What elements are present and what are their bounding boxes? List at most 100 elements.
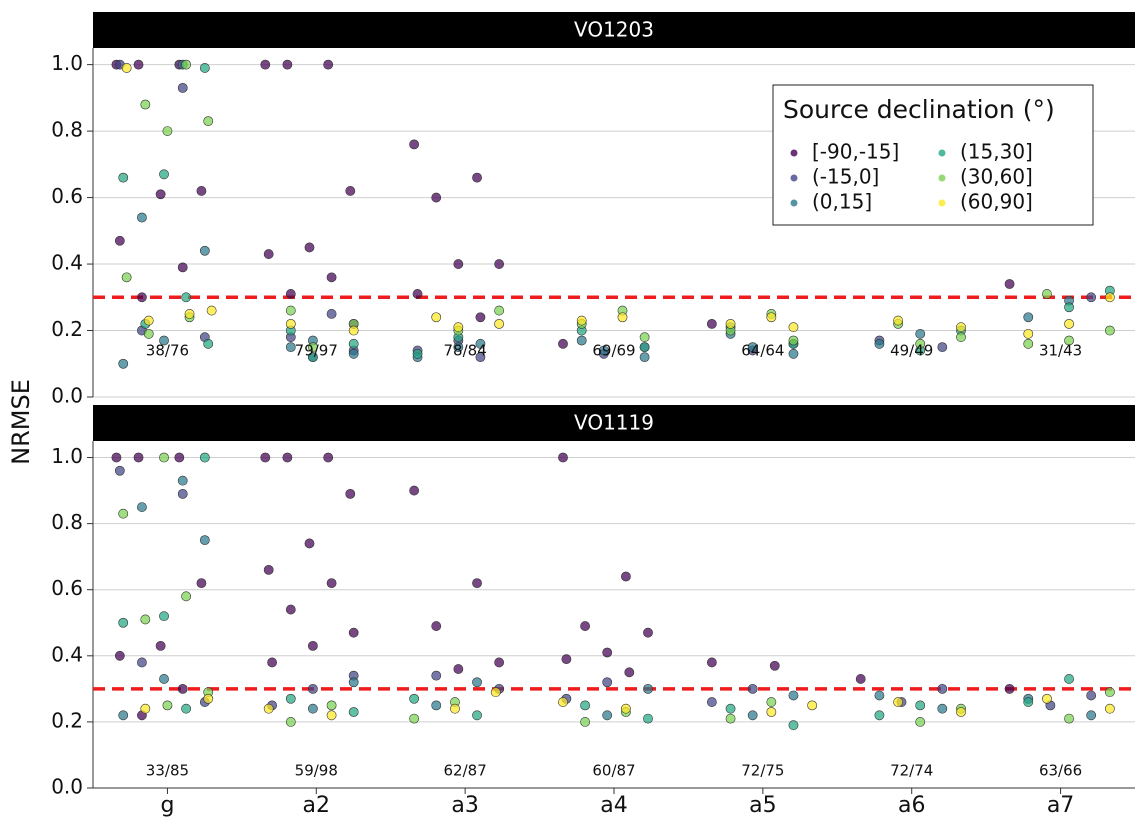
point: [431, 621, 442, 631]
point: [788, 335, 799, 346]
point: [725, 318, 736, 329]
point: [915, 717, 926, 727]
point: [706, 318, 717, 329]
point: [1086, 292, 1097, 303]
point: [747, 342, 758, 353]
point: [159, 335, 169, 346]
point: [576, 315, 587, 326]
point: [133, 59, 144, 70]
point: [285, 693, 296, 704]
point: [956, 332, 966, 343]
count-label: 72/74: [890, 762, 933, 780]
point: [159, 611, 169, 622]
point: [1104, 292, 1115, 303]
point: [639, 342, 650, 353]
x-tick-label: a6: [898, 793, 925, 818]
legend-swatch: [938, 174, 946, 182]
point: [409, 693, 420, 704]
point: [162, 700, 173, 711]
point: [788, 348, 799, 359]
point: [788, 690, 799, 701]
point: [348, 338, 359, 349]
count-label: 60/87: [592, 762, 635, 780]
point: [1004, 279, 1015, 289]
point: [937, 342, 948, 353]
point: [137, 292, 147, 303]
point: [181, 703, 192, 714]
point: [558, 338, 568, 349]
strip: [93, 12, 1135, 48]
point: [263, 564, 274, 575]
count-label: 38/76: [146, 342, 189, 360]
point: [643, 713, 653, 724]
point: [1064, 302, 1074, 313]
point: [199, 535, 210, 546]
point: [1042, 289, 1052, 299]
count-label: 31/43: [1039, 342, 1082, 360]
point: [706, 697, 717, 707]
y-tick-label: 0.0: [51, 775, 83, 799]
point: [874, 690, 885, 701]
point: [118, 172, 129, 183]
point: [639, 332, 650, 343]
point: [1064, 318, 1074, 329]
point: [494, 318, 505, 329]
point: [137, 502, 147, 512]
facet-title: VO1203: [574, 18, 654, 42]
point: [326, 578, 337, 589]
legend-label: (-15,0]: [812, 165, 879, 189]
point: [206, 305, 217, 316]
legend-swatch: [790, 174, 798, 182]
point: [580, 700, 590, 711]
point: [263, 703, 274, 714]
point: [184, 309, 195, 319]
point: [1064, 674, 1074, 684]
y-tick-label: 0.0: [51, 384, 83, 408]
count-label: 62/87: [444, 762, 487, 780]
point: [285, 342, 296, 353]
legend-label: (60,90]: [960, 190, 1033, 214]
point: [580, 717, 590, 727]
point: [766, 312, 777, 323]
point: [199, 452, 210, 463]
point: [140, 99, 151, 110]
point: [747, 683, 758, 694]
point: [431, 192, 442, 203]
point: [285, 604, 296, 615]
point: [326, 272, 337, 283]
y-tick-label: 0.4: [51, 642, 83, 666]
y-tick-label: 0.4: [51, 251, 83, 275]
point: [472, 677, 482, 688]
y-tick-label: 0.8: [51, 510, 83, 534]
point: [1064, 335, 1074, 346]
count-label: 64/64: [741, 342, 784, 360]
point: [118, 710, 129, 721]
point: [140, 703, 151, 714]
point: [1086, 690, 1097, 701]
point: [118, 617, 129, 628]
legend-box: [772, 84, 1094, 226]
point: [199, 63, 210, 73]
point: [263, 249, 274, 259]
point: [326, 309, 337, 319]
point: [855, 674, 866, 684]
count-label: 78/84: [444, 342, 487, 360]
point: [348, 707, 359, 717]
point: [490, 687, 501, 698]
facet-title: VO1119: [574, 411, 654, 435]
point: [598, 345, 609, 356]
point: [1064, 713, 1074, 724]
point: [181, 292, 192, 303]
y-axis-label: NRMSE: [7, 379, 35, 465]
point: [1104, 325, 1115, 336]
x-tick-label: a4: [600, 793, 627, 818]
point: [453, 259, 464, 269]
point: [915, 700, 926, 711]
point: [1104, 703, 1115, 714]
point: [472, 710, 482, 721]
x-tick-label: a2: [303, 793, 330, 818]
point: [453, 664, 464, 674]
point: [162, 126, 173, 136]
point: [307, 640, 318, 651]
point: [639, 352, 650, 363]
